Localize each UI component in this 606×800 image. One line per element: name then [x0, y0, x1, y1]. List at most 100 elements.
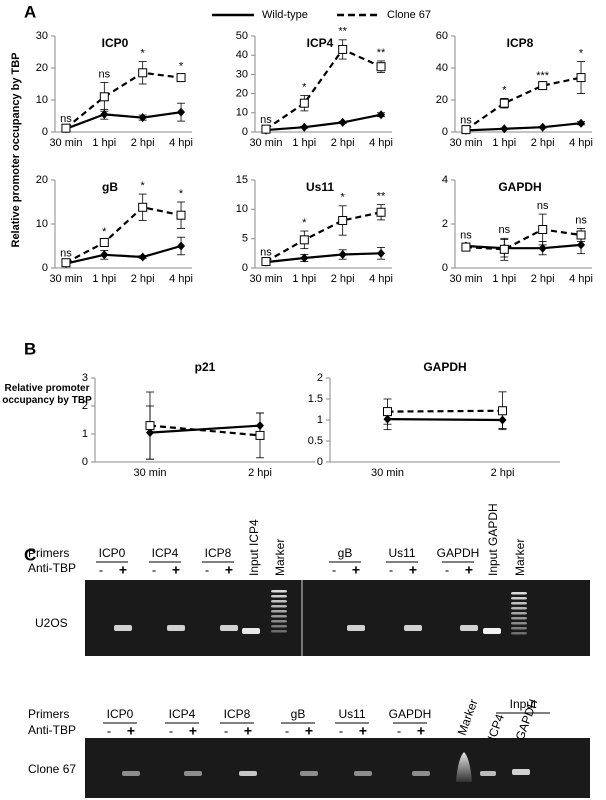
annotation: *** — [536, 70, 550, 82]
y-tick-label: 20 — [36, 174, 48, 186]
point — [338, 250, 347, 260]
gel-band — [511, 622, 527, 625]
gel-band — [460, 625, 478, 631]
gel-band — [347, 625, 365, 631]
gel-band — [511, 617, 527, 620]
series-line — [465, 122, 582, 132]
point — [576, 73, 586, 83]
annotation: * — [341, 192, 346, 204]
annotation: ns — [260, 114, 272, 126]
gel-band — [271, 595, 287, 598]
y-tick-label: 50 — [236, 30, 248, 42]
chart-title: Us11 — [306, 180, 334, 194]
y-tick-label: 0 — [42, 262, 48, 274]
lane-label: Marker — [513, 539, 527, 576]
series-line — [465, 243, 582, 250]
y-tick-label: 30 — [236, 68, 248, 80]
gel-band — [271, 615, 287, 618]
x-tick-label: 30 min — [133, 467, 166, 479]
series-line — [65, 71, 182, 130]
gel-band — [354, 771, 372, 776]
y-tick-label: 60 — [436, 30, 448, 42]
x-tick-label: 2 hpi — [131, 137, 155, 149]
gel-band — [511, 602, 527, 605]
panel-label: B — [24, 339, 36, 358]
chart-title: ICP8 — [507, 36, 534, 50]
series-line — [65, 206, 182, 264]
gel-smear — [456, 752, 472, 782]
chart-title: ICP0 — [102, 36, 129, 50]
gel-band — [220, 625, 238, 631]
chart-title: gB — [102, 180, 118, 194]
gel-band — [511, 632, 527, 635]
annotation: * — [502, 84, 507, 96]
gel-band — [412, 771, 430, 776]
annotation: ns — [99, 68, 111, 80]
cell-line-label: Clone 67 — [28, 762, 76, 776]
x-tick-label: 4 hpi — [569, 273, 593, 285]
sign: - — [205, 562, 209, 577]
gel-band — [511, 607, 527, 610]
y-tick-label: 40 — [436, 62, 448, 74]
annotation: ns — [60, 113, 72, 125]
point — [299, 98, 309, 108]
y-tick-label: 20 — [236, 88, 248, 100]
annotation: * — [179, 188, 184, 200]
x-tick-label: 1 hpi — [92, 273, 116, 285]
annotation: * — [102, 226, 107, 238]
gel-band — [239, 771, 257, 776]
y-tick-label: 0 — [317, 456, 323, 468]
point — [138, 252, 147, 262]
y-tick-label: 20 — [436, 94, 448, 106]
point — [383, 407, 392, 417]
y-tick-label: 0 — [442, 126, 448, 138]
sign: + — [409, 562, 417, 578]
series-line — [265, 113, 382, 132]
gel-image — [85, 580, 590, 656]
y-tick-label: 1.5 — [308, 393, 323, 405]
x-tick-label: 2 hpi — [491, 467, 515, 479]
sign: + — [127, 723, 135, 739]
panel-label: C — [24, 545, 36, 564]
gel-band — [480, 771, 496, 776]
annotation: ns — [60, 247, 72, 259]
point — [261, 257, 271, 267]
x-tick-label: 4 hpi — [169, 137, 193, 149]
sign: - — [169, 723, 173, 738]
point — [538, 122, 547, 132]
annotation: ** — [377, 191, 386, 203]
point — [377, 248, 386, 258]
y-tick-label: 0 — [42, 126, 48, 138]
sign: + — [352, 562, 360, 578]
x-tick-label: 4 hpi — [169, 273, 193, 285]
sign: + — [119, 562, 127, 578]
gel-band — [512, 769, 530, 775]
point — [577, 118, 586, 128]
x-tick-label: 2 hpi — [331, 137, 355, 149]
x-tick-label: 1 hpi — [492, 273, 516, 285]
annotation: * — [302, 81, 307, 93]
lane-label: Input ICP4 — [247, 519, 261, 576]
y-axis-label: Relative promoter occupancy by TBP — [2, 383, 92, 406]
point — [261, 124, 271, 134]
series-line — [149, 424, 261, 434]
x-tick-label: 2 hpi — [331, 273, 355, 285]
point — [300, 122, 309, 132]
lane-label: ICP8 — [205, 546, 232, 560]
point — [500, 124, 509, 134]
point — [499, 98, 509, 108]
x-tick-label: 30 min — [49, 137, 82, 149]
y-tick-label: 3 — [82, 372, 88, 384]
x-tick-label: 4 hpi — [369, 273, 393, 285]
gel-band — [271, 590, 287, 593]
series-line — [265, 211, 382, 263]
y-tick-label: 5 — [242, 233, 248, 245]
point — [461, 242, 471, 252]
point — [99, 92, 109, 102]
series-line — [265, 252, 382, 264]
x-tick-label: 1 hpi — [492, 137, 516, 149]
annotation: ns — [260, 246, 272, 258]
row-label: Primers — [28, 707, 69, 721]
